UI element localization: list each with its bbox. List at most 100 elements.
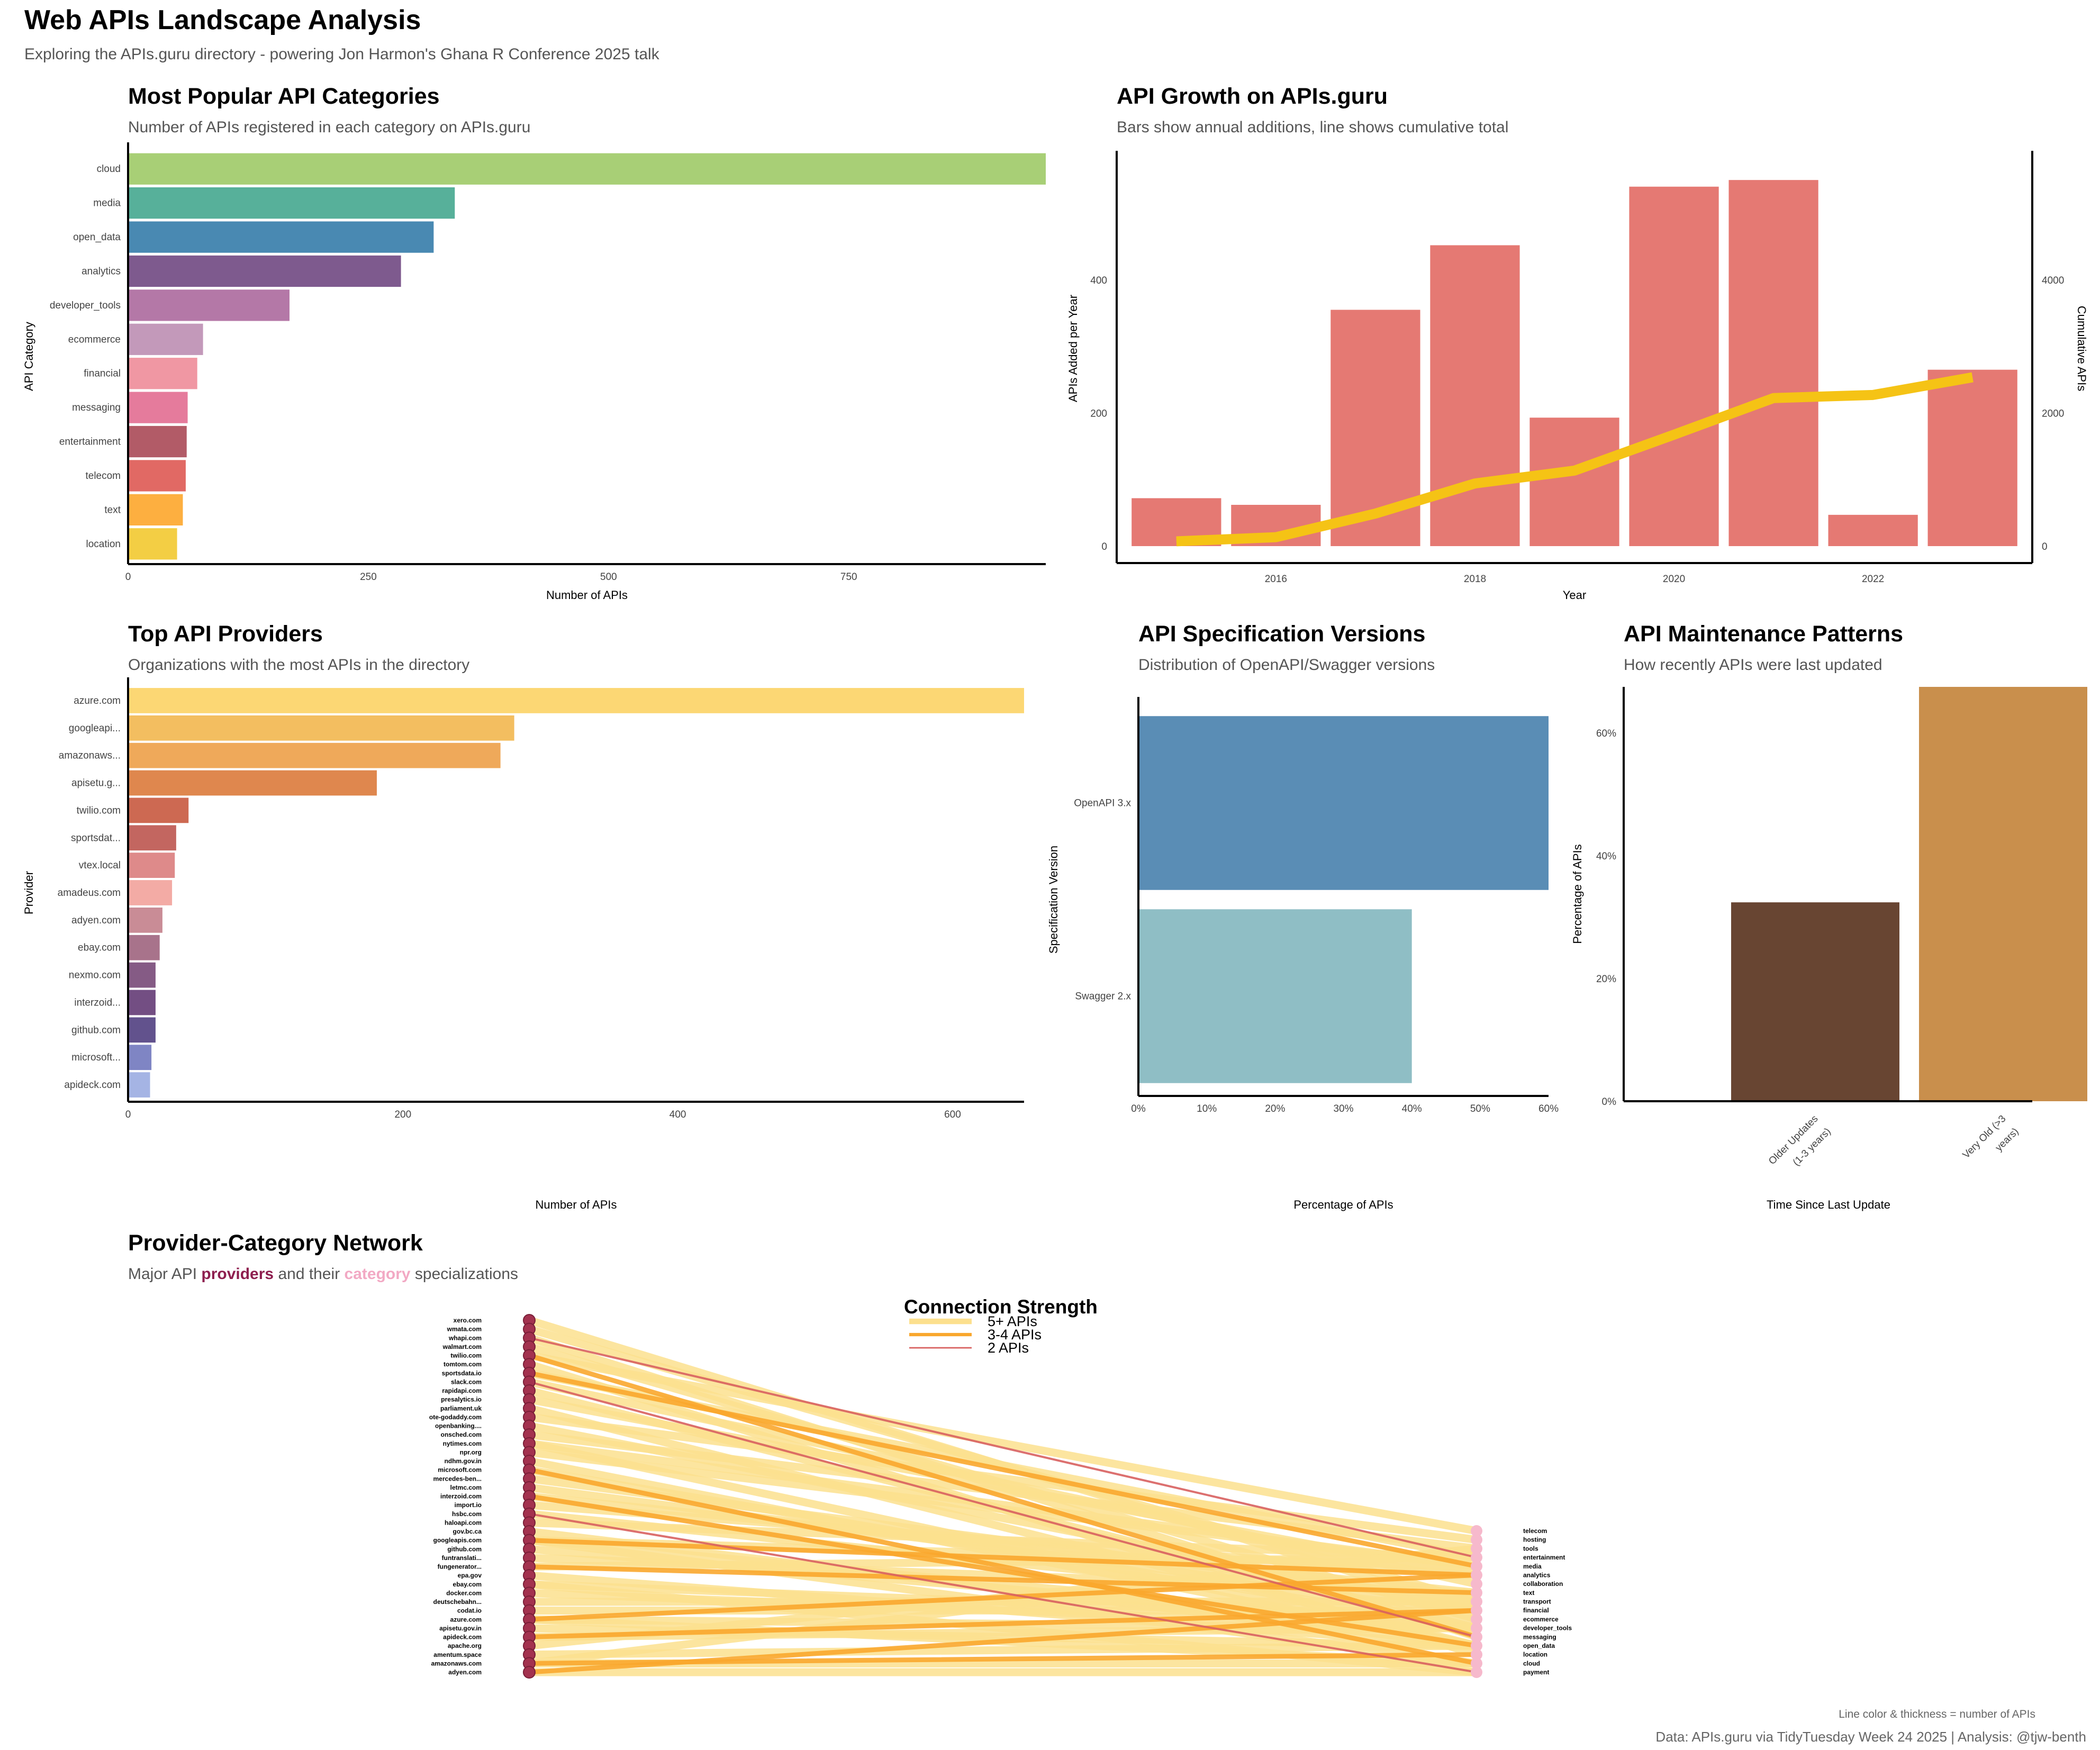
category-label-location: location (1523, 1651, 1547, 1658)
category-node-collaboration (1471, 1578, 1482, 1590)
network-edge-parliament-uk-open-data (525, 1404, 1481, 1650)
providers-label-amazonaws: amazonaws... (59, 750, 121, 761)
providers-label-interzoid: interzoid... (74, 997, 121, 1008)
maintenance-bar-0 (1731, 902, 1899, 1101)
credit-line: Data: APIs.guru via TidyTuesday Week 24 … (1655, 1729, 2086, 1745)
providers-label-apisetu-g: apisetu.g... (71, 778, 121, 789)
provider-label-funtranslati: funtranslati... (442, 1554, 482, 1562)
providers-label-azure-com: azure.com (74, 695, 121, 706)
categories-label-analytics: analytics (82, 266, 121, 277)
providers-label-nexmo-com: nexmo.com (69, 970, 121, 981)
category-label-ecommerce: ecommerce (1523, 1616, 1559, 1623)
versions-bar-swagger-2-x (1138, 909, 1412, 1083)
network-edge-whapi-com-entertainment (528, 1337, 1478, 1559)
provider-label-xero-com: xero.com (454, 1317, 482, 1324)
categories-bar-cloud (128, 153, 1046, 185)
providers-label-twilio-com: twilio.com (77, 805, 121, 816)
categories-label-entertainment: entertainment (59, 437, 121, 448)
provider-label-epa-gov: epa.gov (458, 1572, 482, 1579)
categories-bar-messaging (128, 392, 188, 423)
category-label-text: text (1523, 1589, 1534, 1597)
page-subtitle: Exploring the APIs.guru directory - powe… (24, 46, 659, 63)
growth-cumulative-line (1176, 372, 1974, 547)
versions-title: API Specification Versions (1138, 621, 1426, 647)
growth-y2-label: Cumulative APIs (2075, 306, 2088, 391)
growth-x-tick-3: 2022 (1862, 574, 1884, 585)
category-label-collaboration: collaboration (1523, 1580, 1563, 1588)
providers-bar-apisetu-g (128, 770, 377, 796)
category-node-developer-tools (1471, 1622, 1482, 1634)
growth-title: API Growth on APIs.guru (1117, 84, 1388, 109)
page-title: Web APIs Landscape Analysis (24, 5, 421, 35)
network-edge-nytimes-com-open-data (525, 1439, 1481, 1650)
network-edge-googleapis-com-analytics (527, 1538, 1479, 1577)
versions-label-openapi-3-x: OpenAPI 3.x (1074, 798, 1131, 809)
network-legend-label-0: 5+ APIs (988, 1313, 1037, 1329)
provider-label-amentum-space: amentum.space (433, 1651, 482, 1658)
categories-bar-entertainment (128, 425, 187, 458)
network-edge-fungenerator-text (527, 1564, 1479, 1595)
provider-label-microsoft-com: microsoft.com (438, 1466, 482, 1474)
category-label-transport: transport (1523, 1598, 1551, 1606)
categories-bar-ecommerce (128, 323, 203, 355)
growth-x-tick-1: 2018 (1464, 574, 1486, 585)
providers-label-apideck-com: apideck.com (64, 1080, 121, 1091)
provider-label-tomtom-com: tomtom.com (443, 1361, 482, 1368)
growth-bar-2020 (1629, 186, 1719, 547)
categories-x-tick-3: 750 (840, 572, 857, 583)
providers-x-tick-1: 200 (394, 1109, 411, 1120)
provider-label-onsched-com: onsched.com (441, 1431, 482, 1438)
category-node-telecom (1471, 1525, 1482, 1537)
network-legend-label-2: 2 APIs (988, 1340, 1029, 1356)
category-label-payment: payment (1523, 1669, 1549, 1676)
category-node-transport (1471, 1595, 1482, 1608)
providers-label-github-com: github.com (71, 1024, 121, 1036)
versions-y-label: Specification Version (1047, 846, 1060, 954)
providers-title: Top API Providers (128, 621, 323, 647)
growth-subtitle: Bars show annual additions, line shows c… (1117, 119, 1509, 136)
growth-bar-2019 (1529, 418, 1619, 546)
category-label-analytics: analytics (1523, 1571, 1551, 1579)
category-label-financial: financial (1523, 1607, 1549, 1614)
providers-bar-vtex-local (128, 853, 175, 878)
maintenance-y-tick-1: 20% (1596, 974, 1616, 985)
provider-label-docker-com: docker.com (446, 1589, 482, 1597)
provider-label-apache-org: apache.org (448, 1642, 482, 1649)
categories-bar-financial (128, 358, 197, 389)
providers-label-sportsdat: sportsdat... (71, 832, 121, 844)
maintenance-y-tick-0: 0% (1602, 1096, 1617, 1108)
provider-label-gov-bc-ca: gov.bc.ca (453, 1528, 482, 1535)
providers-bar-microsoft (128, 1045, 152, 1071)
category-node-messaging (1471, 1631, 1482, 1643)
network-legend-label-1: 3-4 APIs (988, 1327, 1042, 1343)
provider-label-apisetu-gov-in: apisetu.gov.in (439, 1625, 482, 1632)
providers-label-googleapi: googleapi... (69, 723, 121, 734)
network-edge-hsbc-com-payment (528, 1512, 1478, 1673)
growth-x-label: Year (1563, 588, 1586, 602)
versions-label-swagger-2-x: Swagger 2.x (1075, 991, 1131, 1002)
category-node-ecommerce (1471, 1613, 1482, 1625)
provider-label-letmc-com: letmc.com (450, 1484, 482, 1491)
versions-bar-openapi-3-x (1138, 716, 1549, 890)
provider-label-fungenerator: fungenerator... (438, 1563, 482, 1571)
providers-bar-github-com (128, 1017, 156, 1043)
categories-y-label: API Category (22, 322, 35, 391)
network-edge-sportsdata-io-media (527, 1371, 1479, 1569)
maintenance-x-label: Time Since Last Update (1767, 1198, 1890, 1211)
provider-label-wmata-com: wmata.com (447, 1326, 482, 1333)
category-label-developer-tools: developer_tools (1523, 1625, 1572, 1632)
maintenance-subtitle: How recently APIs were last updated (1624, 656, 1882, 674)
providers-label-amadeus-com: amadeus.com (58, 887, 121, 899)
network-subtitle-part-3: and their (274, 1265, 345, 1283)
categories-title: Most Popular API Categories (128, 84, 440, 109)
category-node-analytics (1471, 1569, 1482, 1581)
providers-subtitle: Organizations with the most APIs in the … (128, 656, 470, 674)
network-edge-ote-godaddy-com-hosting (525, 1413, 1481, 1544)
provider-label-twilio-com: twilio.com (450, 1352, 482, 1359)
providers-bar-nexmo-com (128, 962, 156, 988)
category-label-messaging: messaging (1523, 1633, 1556, 1640)
